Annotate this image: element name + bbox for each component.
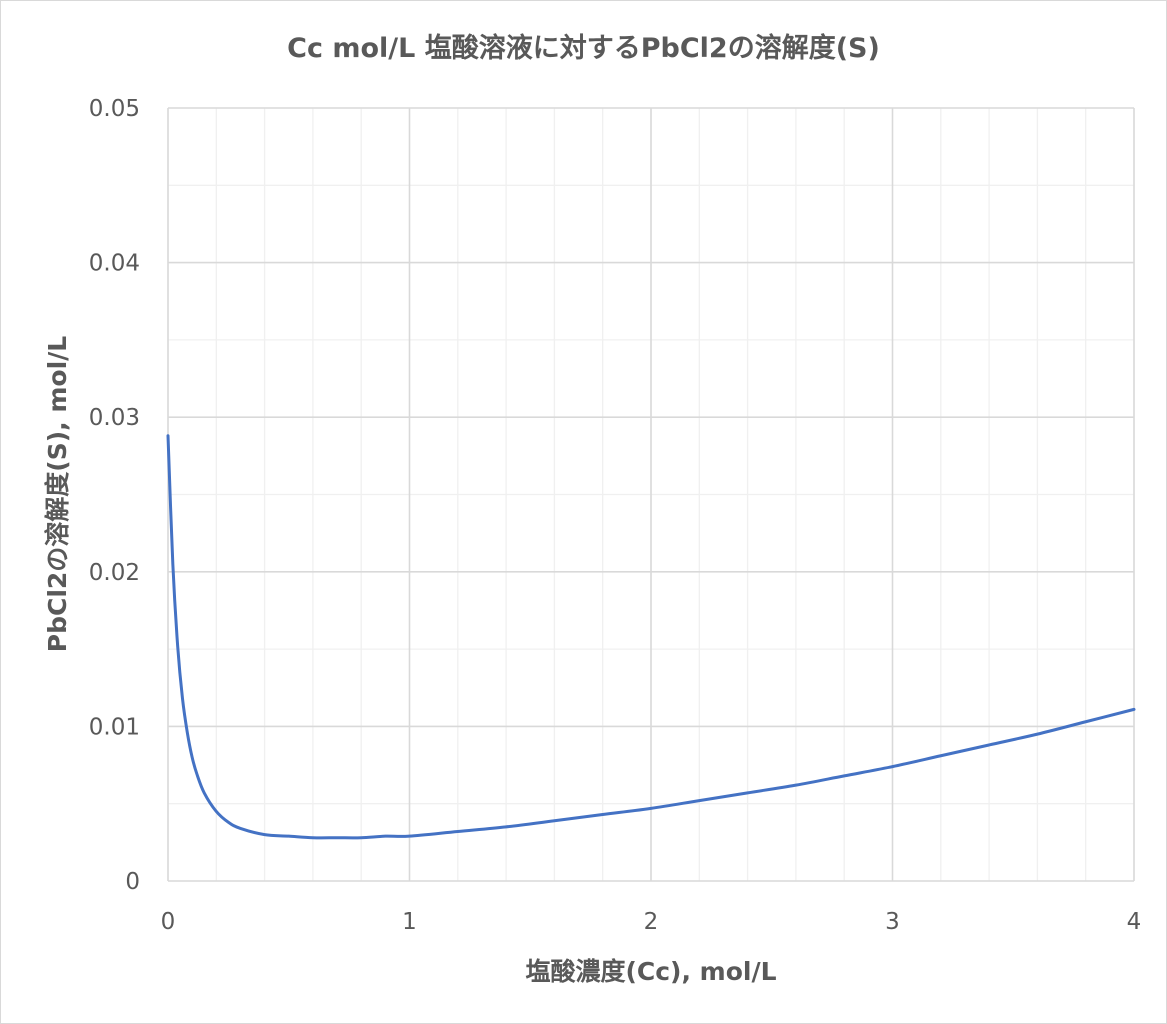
chart-title: Cc mol/L 塩酸溶液に対するPbCl2の溶解度(S) (287, 33, 880, 64)
x-tick-labels: 0 1 2 3 4 (161, 909, 1142, 935)
x-tick-label: 4 (1127, 909, 1142, 935)
minor-gridlines (168, 108, 1134, 881)
y-tick-labels: 0 0.01 0.02 0.03 0.04 0.05 (89, 96, 140, 895)
x-tick-label: 1 (402, 909, 417, 935)
y-tick-label: 0 (125, 869, 140, 895)
y-axis-title: PbCl2の溶解度(S), mol/L (43, 335, 72, 653)
y-tick-label: 0.02 (89, 560, 140, 586)
y-tick-label: 0.04 (89, 251, 140, 277)
x-tick-label: 0 (161, 909, 176, 935)
series-line (166, 434, 1136, 840)
x-tick-label: 3 (885, 909, 900, 935)
major-gridlines (167, 107, 1135, 882)
x-tick-label: 2 (644, 909, 659, 935)
series-group (166, 434, 1136, 840)
y-tick-label: 0.03 (89, 405, 140, 431)
y-tick-label: 0.05 (89, 96, 140, 122)
y-tick-label: 0.01 (89, 714, 140, 740)
x-axis-title: 塩酸濃度(Cc), mol/L (525, 957, 777, 986)
